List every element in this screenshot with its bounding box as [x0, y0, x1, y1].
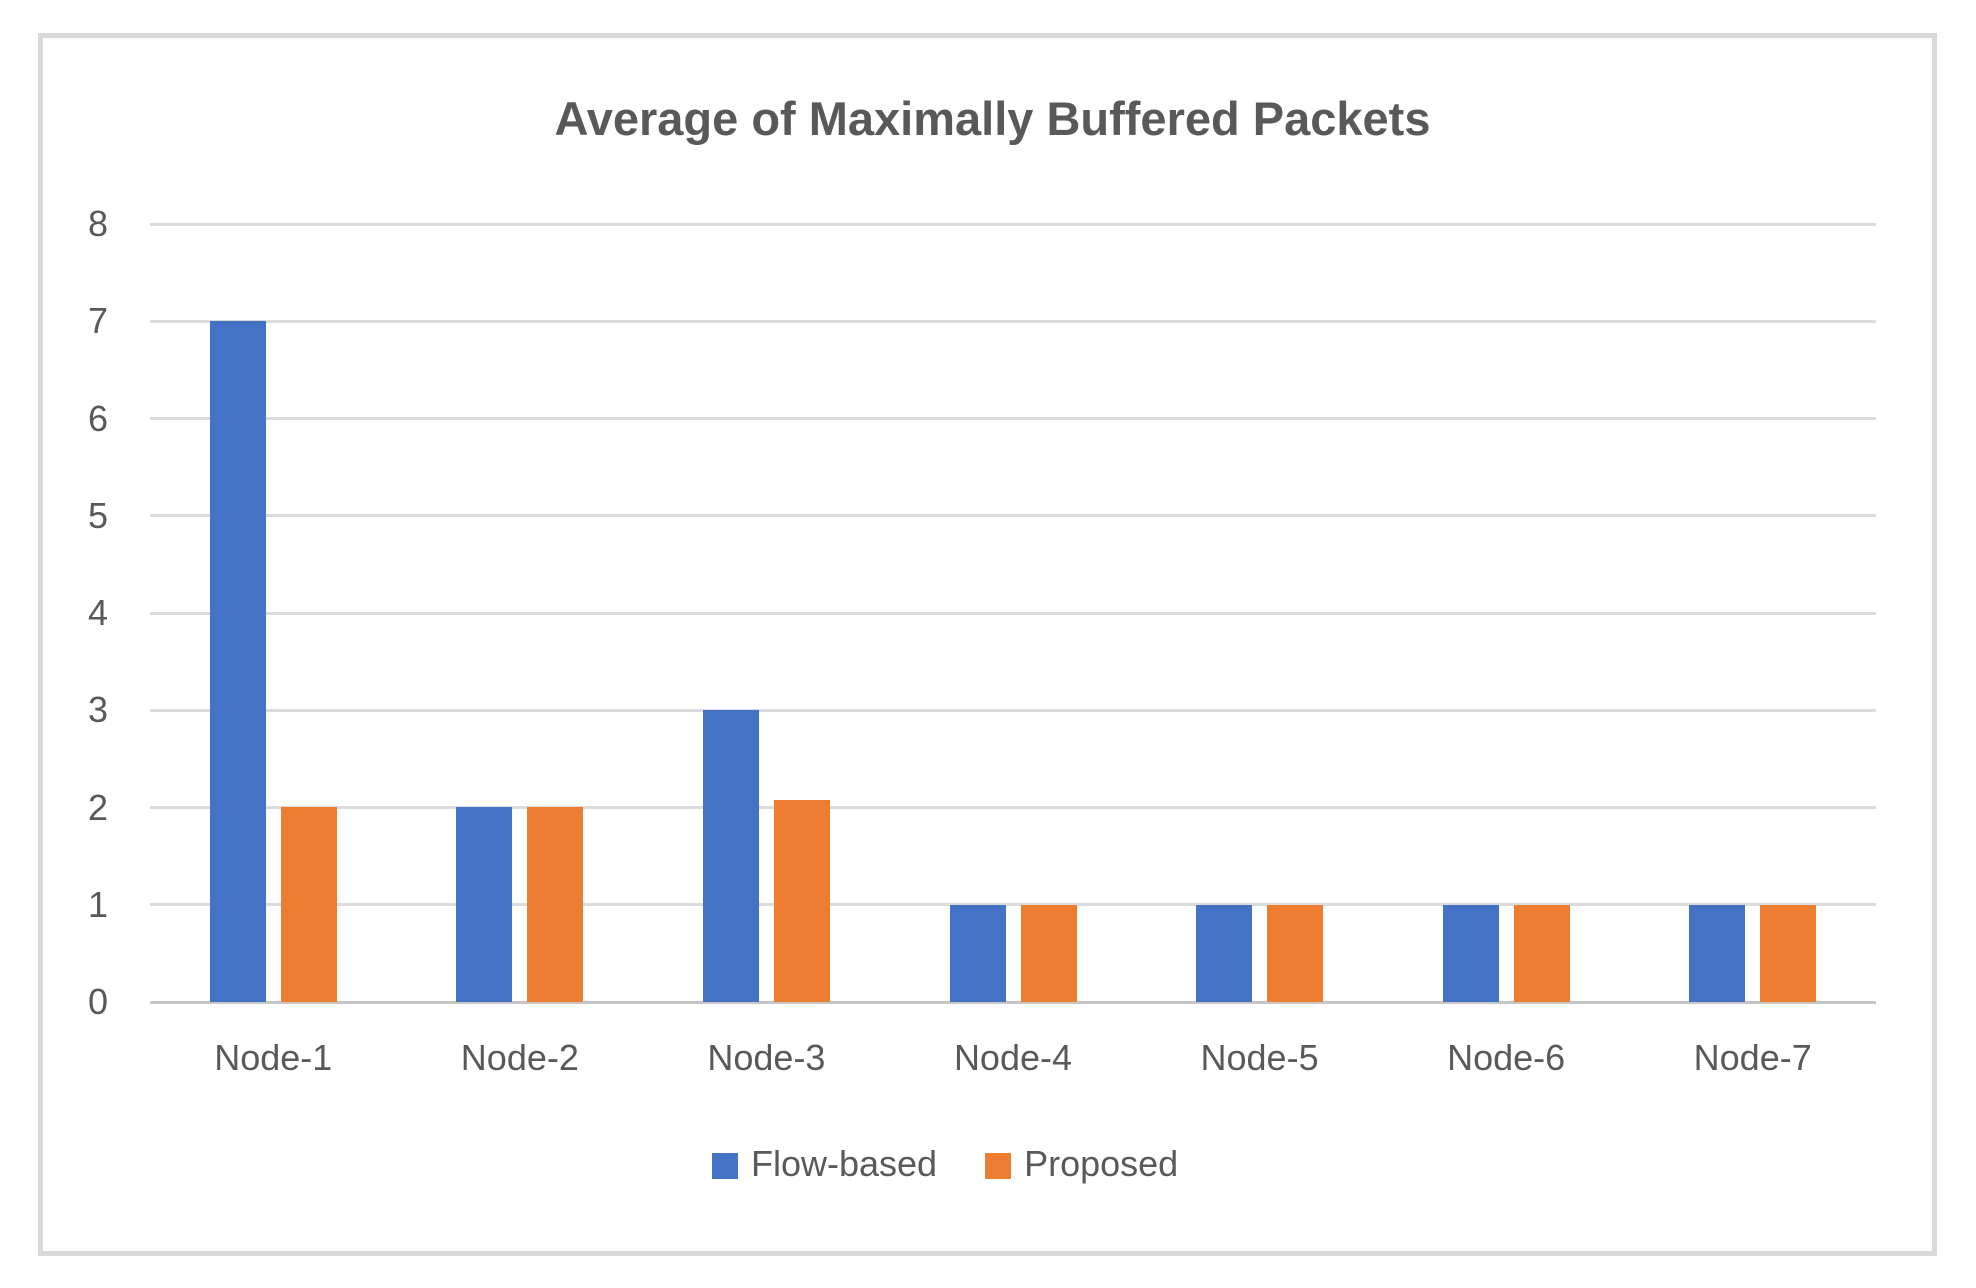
- gridline: [150, 611, 1876, 615]
- gridline: [150, 903, 1876, 907]
- y-tick-label-0: 0: [87, 981, 108, 1022]
- y-tick-label-7: 7: [87, 300, 108, 342]
- legend-label: Flow-based: [751, 1143, 938, 1184]
- bar-proposed-node-2: [527, 807, 584, 1002]
- y-tick-label-2: 2: [87, 786, 108, 828]
- bar-flow-based-node-7: [1689, 905, 1746, 1002]
- x-axis-line: [150, 1000, 1876, 1004]
- bar-flow-based-node-5: [1196, 905, 1253, 1002]
- bar-proposed-node-1: [280, 807, 337, 1002]
- gridline: [150, 417, 1876, 420]
- gridline: [150, 319, 1876, 323]
- bar-proposed-node-6: [1513, 905, 1570, 1002]
- bar-flow-based-node-3: [702, 710, 759, 1002]
- x-category-label-node-6: Node-6: [1447, 1037, 1566, 1078]
- chart-frame: Average of Maximally Buffered Packets: [38, 33, 1937, 1256]
- legend-label: Proposed: [1024, 1143, 1179, 1184]
- gridline: [150, 708, 1876, 712]
- bar-flow-based-node-1: [209, 321, 266, 1002]
- y-tick-label-6: 6: [87, 397, 108, 439]
- y-tick-label-5: 5: [87, 494, 108, 536]
- x-category-label-node-1: Node-1: [214, 1037, 333, 1078]
- chart-title: Average of Maximally Buffered Packets: [554, 92, 1431, 145]
- chart-legend: Flow-based Proposed: [712, 1146, 1178, 1185]
- bar-proposed-node-4: [1020, 905, 1077, 1002]
- x-category-label-node-3: Node-3: [707, 1037, 826, 1078]
- y-tick-label-1: 1: [87, 883, 108, 925]
- bar-proposed-node-3: [773, 800, 830, 1002]
- gridline: [150, 806, 1876, 809]
- bar-flow-based-node-4: [949, 905, 1006, 1002]
- legend-swatch-icon: [985, 1152, 1012, 1179]
- gridline: [150, 514, 1876, 518]
- legend-swatch-icon: [712, 1152, 738, 1179]
- bar-proposed-node-7: [1760, 905, 1817, 1002]
- y-tick-label-8: 8: [87, 203, 108, 244]
- legend-item-proposed: Proposed: [985, 1146, 1178, 1185]
- x-category-label-node-4: Node-4: [953, 1037, 1073, 1078]
- plot-area: [150, 222, 1876, 1004]
- bar-flow-based-node-6: [1442, 905, 1499, 1002]
- x-category-label-node-7: Node-7: [1693, 1037, 1812, 1078]
- bar-proposed-node-5: [1267, 905, 1324, 1002]
- y-tick-label-4: 4: [87, 592, 108, 633]
- y-tick-label-3: 3: [87, 689, 108, 731]
- bar-flow-based-node-2: [456, 807, 513, 1002]
- gridline: [150, 222, 1876, 226]
- x-category-label-node-5: Node-5: [1200, 1037, 1319, 1078]
- legend-item-flow-based: Flow-based: [712, 1146, 937, 1185]
- x-category-label-node-2: Node-2: [460, 1037, 579, 1078]
